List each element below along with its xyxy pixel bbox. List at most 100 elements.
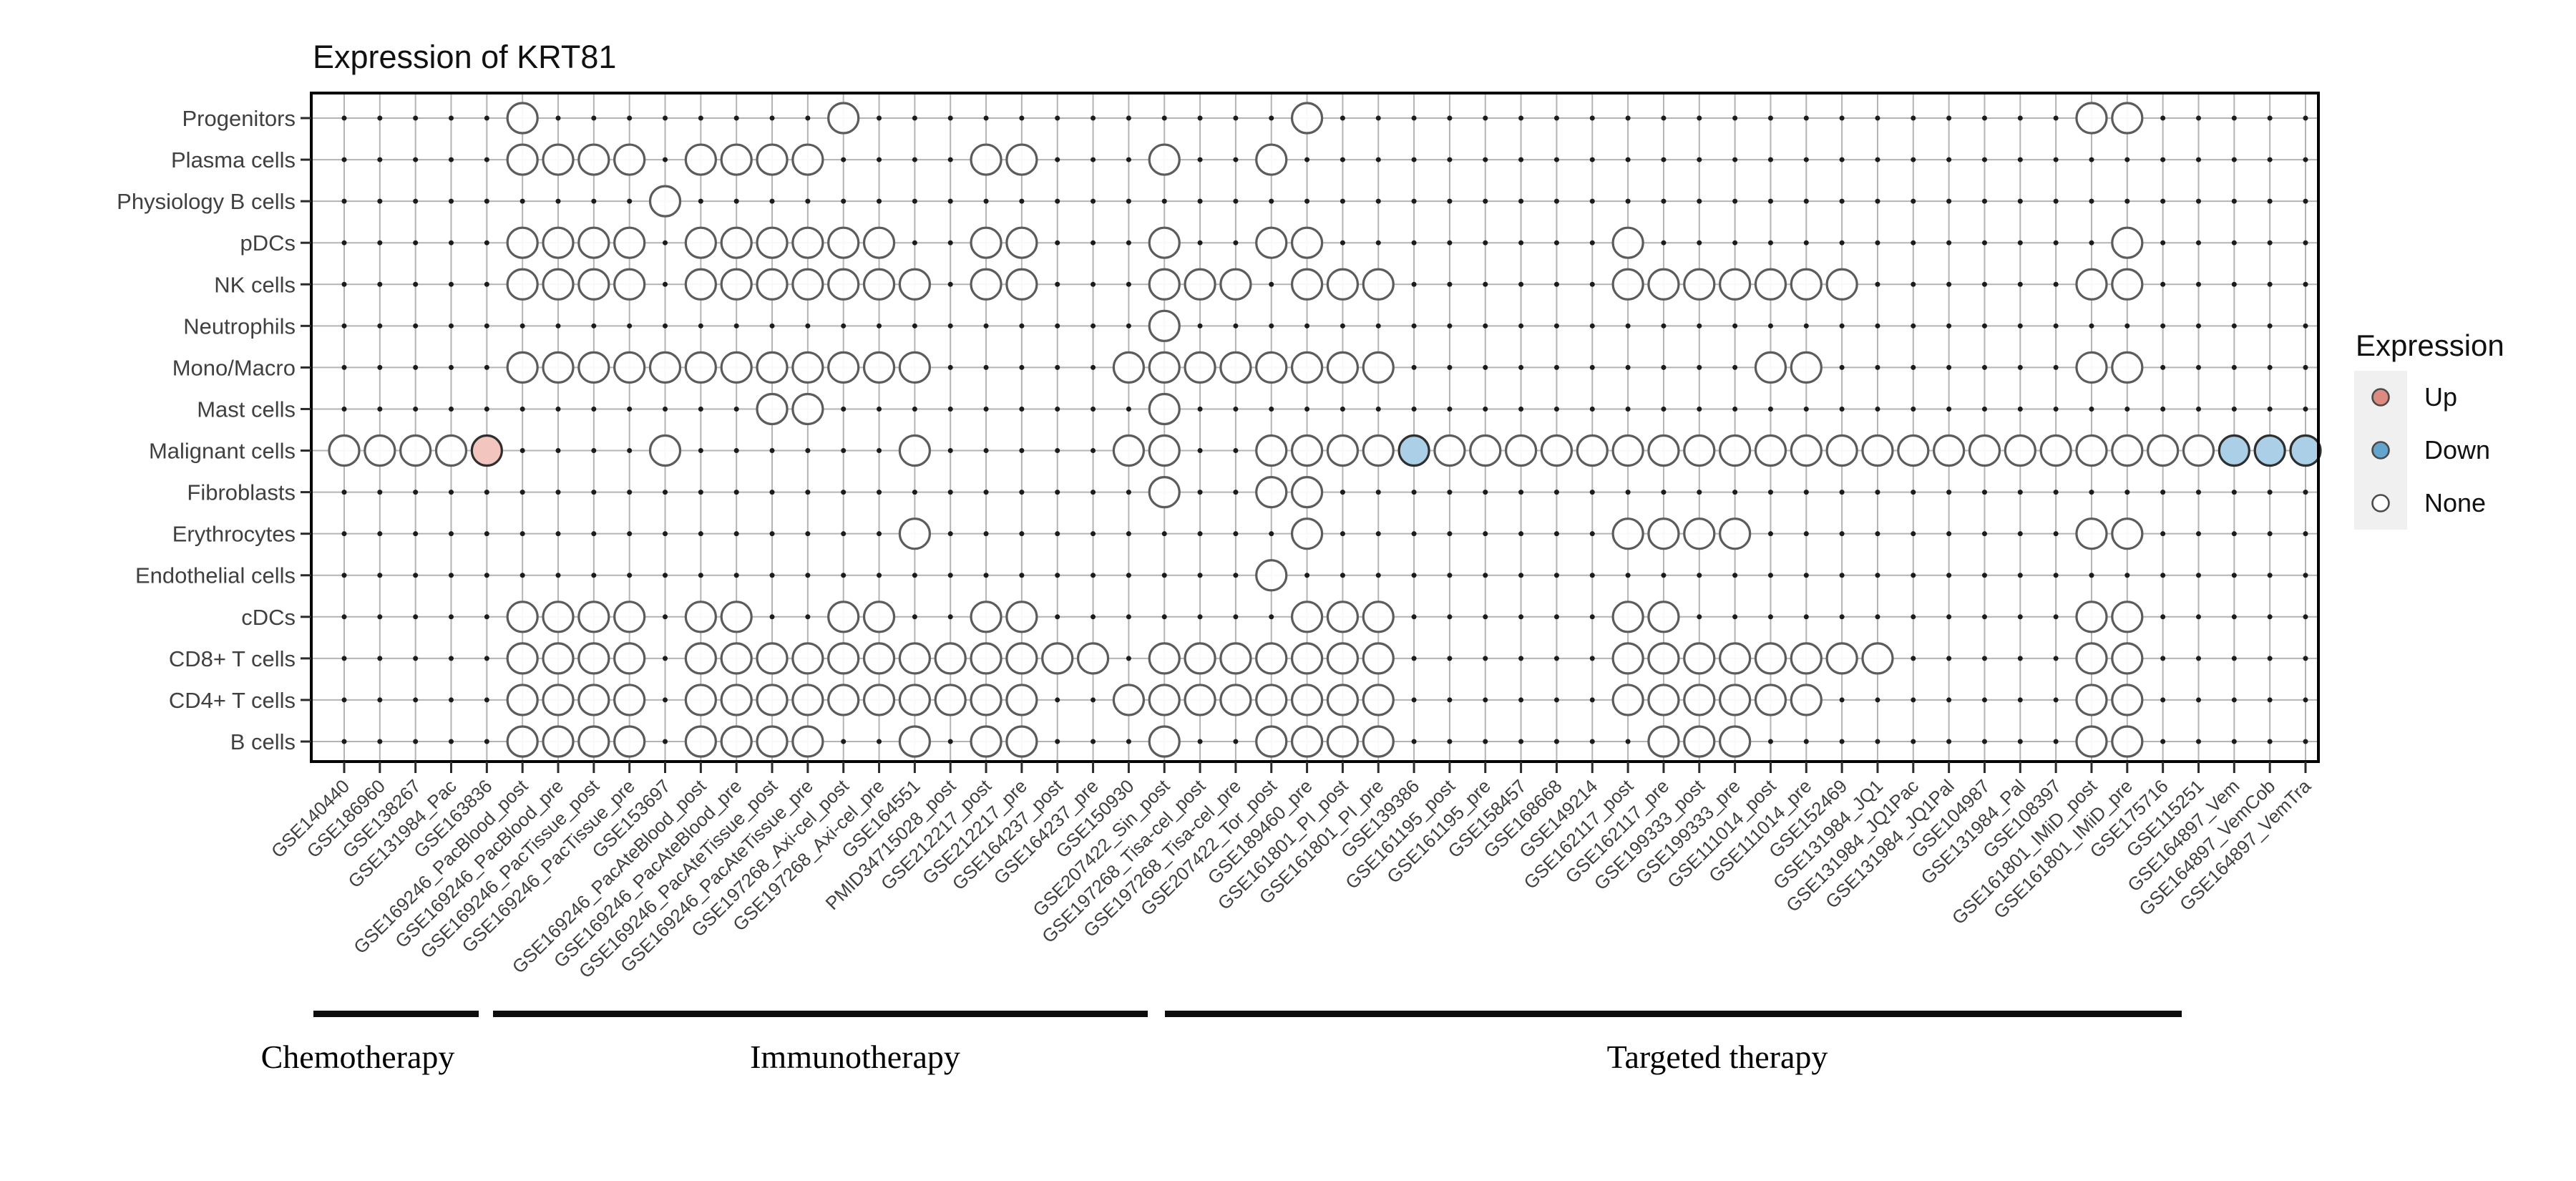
absent-dot [1732,490,1738,495]
absent-dot [912,240,917,246]
absent-dot [1304,573,1310,578]
expression-none-circle [506,601,539,633]
absent-dot [912,573,917,578]
expression-none-circle [1790,268,1823,301]
absent-dot [2160,406,2166,412]
absent-dot [377,198,383,204]
absent-dot [449,697,454,703]
absent-dot [1911,198,1916,204]
absent-dot [912,323,917,329]
absent-dot [663,240,668,246]
absent-dot [1019,573,1025,578]
expression-none-circle [720,351,753,384]
group-label: Chemotherapy [261,1039,455,1075]
absent-dot [2231,364,2237,370]
absent-dot [1839,323,1845,329]
absent-dot [1946,531,1952,537]
absent-dot [1553,364,1559,370]
absent-dot [1055,531,1060,537]
y-axis-label: Endothelial cells [135,563,296,588]
absent-dot [1304,406,1310,412]
expression-none-circle [364,434,396,467]
expression-none-circle [1326,351,1360,384]
absent-dot [1411,157,1417,162]
expression-none-circle [1647,642,1680,675]
absent-dot [1126,739,1131,744]
absent-dot [555,406,561,412]
absent-dot [1981,115,1987,121]
absent-dot [698,198,703,204]
absent-dot [1161,573,1167,578]
absent-dot [733,323,739,329]
panel-border [310,92,2320,763]
absent-dot [1875,240,1880,246]
absent-dot [1019,406,1025,412]
absent-dot [947,573,953,578]
absent-dot [2017,656,2023,661]
expression-none-circle [756,642,789,675]
absent-dot [1839,573,1845,578]
absent-dot [2195,573,2201,578]
absent-dot [1411,739,1417,744]
absent-dot [484,697,489,703]
expression-none-circle [1362,725,1395,758]
expression-none-circle [827,351,860,384]
absent-dot [1625,573,1631,578]
expression-none-circle [2111,434,2144,467]
absent-dot [1375,406,1381,412]
absent-dot [1946,573,1952,578]
absent-dot [1981,739,1987,744]
expression-none-circle [1076,642,1110,675]
absent-dot [2267,115,2273,121]
absent-dot [2195,364,2201,370]
absent-dot [341,656,347,661]
absent-dot [2267,697,2273,703]
absent-dot [947,115,953,121]
absent-dot [1589,656,1595,661]
absent-dot [1946,198,1952,204]
absent-dot [2231,198,2237,204]
expression-none-circle [328,434,361,467]
absent-dot [519,406,525,412]
absent-dot [1411,656,1417,661]
absent-dot [1091,697,1096,703]
absent-dot [1911,697,1916,703]
absent-dot [1019,490,1025,495]
absent-dot [1091,739,1096,744]
absent-dot [2053,323,2059,329]
expression-none-circle [1719,725,1752,758]
absent-dot [449,614,454,620]
expression-none-circle [898,725,931,758]
absent-dot [877,490,882,495]
expression-down-circle [2218,434,2250,467]
absent-dot [1946,323,1952,329]
expression-none-circle [684,725,717,758]
absent-dot [663,614,668,620]
expression-none-circle [1290,226,1324,259]
absent-dot [484,531,489,537]
absent-dot [1233,448,1239,454]
absent-dot [1875,198,1880,204]
absent-dot [1911,281,1916,287]
expression-none-circle [1255,226,1288,259]
absent-dot [877,198,882,204]
absent-dot [2017,240,2023,246]
absent-dot [341,490,347,495]
absent-dot [2017,364,2023,370]
expression-none-circle [613,143,646,176]
expression-none-circle [2111,642,2144,675]
absent-dot [377,157,383,162]
absent-dot [698,406,703,412]
absent-dot [1340,573,1345,578]
absent-dot [341,697,347,703]
absent-dot [413,406,419,412]
absent-dot [1625,115,1631,121]
absent-dot [1839,157,1845,162]
absent-dot [449,656,454,661]
absent-dot [983,573,989,578]
absent-dot [591,448,597,454]
absent-dot [591,115,597,121]
absent-dot [2303,490,2308,495]
absent-dot [2303,697,2308,703]
absent-dot [2303,198,2308,204]
